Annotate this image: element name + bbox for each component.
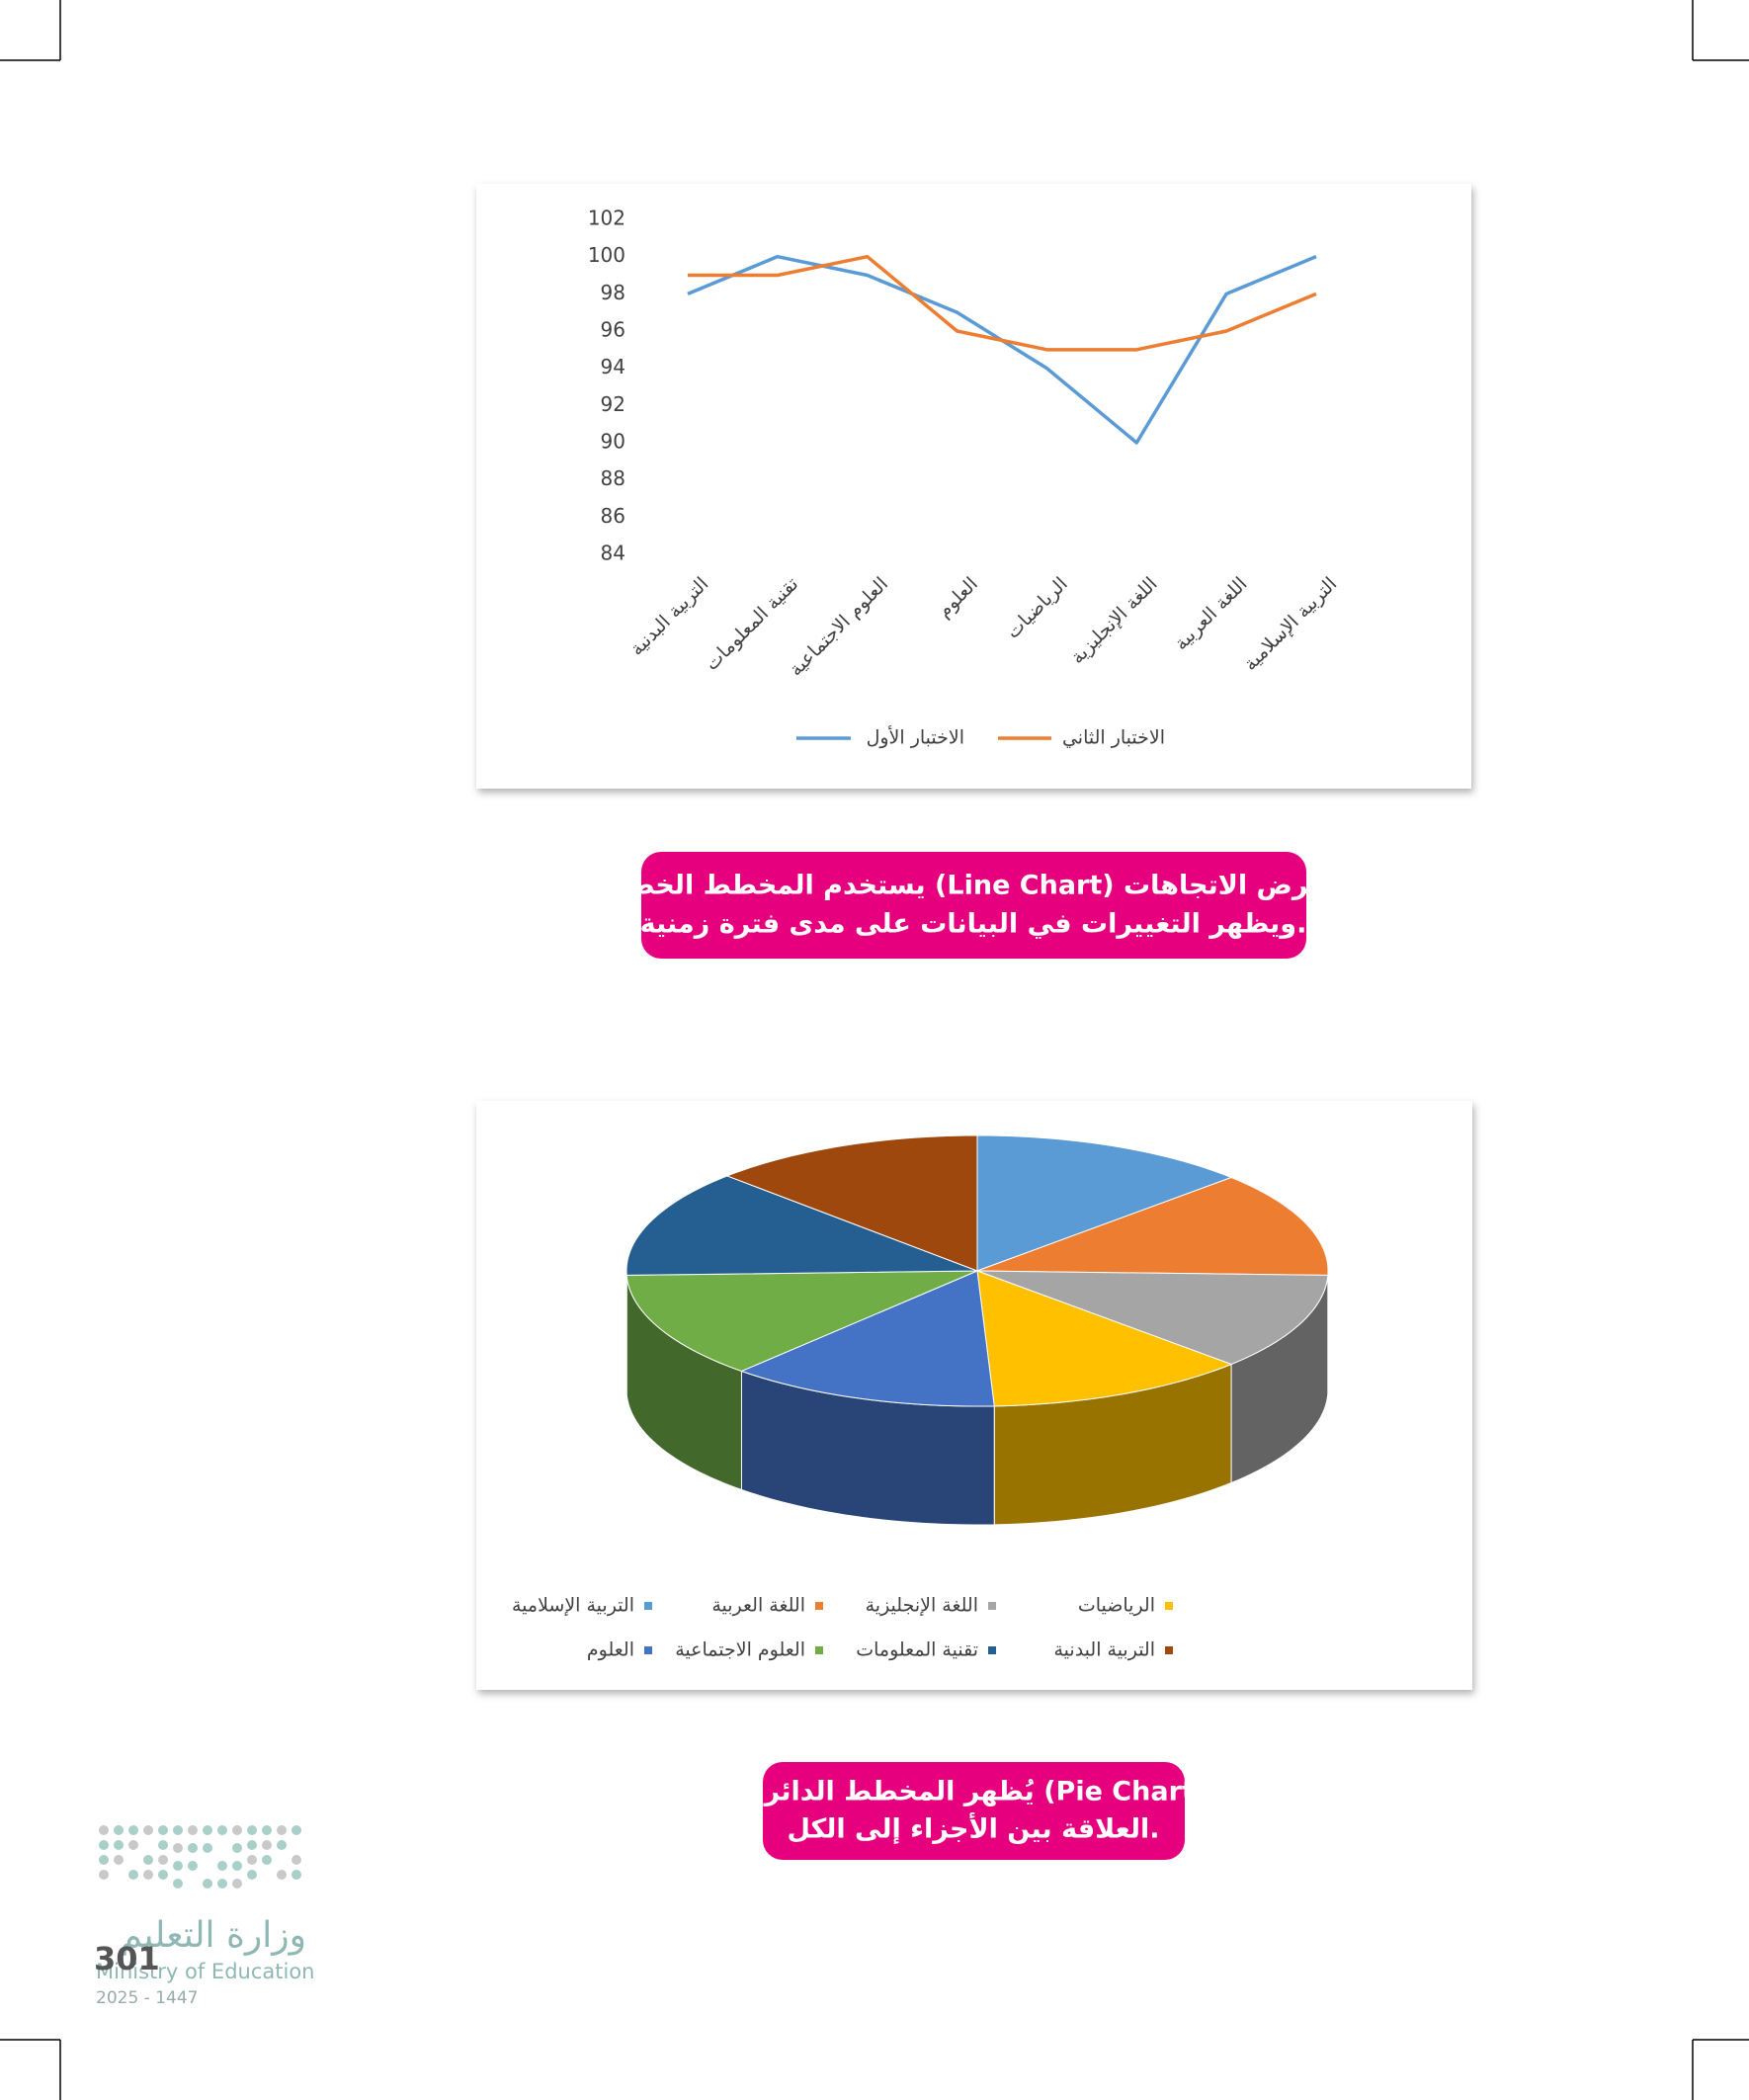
logo-dot [247, 1855, 257, 1865]
legend-swatch [644, 1602, 652, 1610]
logo-dot [232, 1861, 242, 1871]
logo-dot [262, 1825, 272, 1835]
legend-label: العلوم [587, 1639, 634, 1661]
logo-dot [158, 1855, 168, 1865]
legend-swatch [815, 1602, 823, 1610]
logo-dot [217, 1879, 227, 1889]
logo-dot [173, 1861, 183, 1871]
logo-dot [158, 1870, 168, 1880]
pie-slice [740, 1270, 995, 1407]
y-tick-label: 88 [601, 466, 625, 490]
logo-dot [128, 1825, 138, 1835]
logo-dot [128, 1870, 138, 1880]
legend-swatch [988, 1646, 996, 1654]
line-series [688, 254, 1317, 352]
logo-dot [128, 1840, 138, 1850]
logo-dot [188, 1861, 198, 1871]
logo-dot [247, 1840, 257, 1850]
legend-label: الاختبار الأول [867, 726, 964, 749]
logo-dot [173, 1825, 183, 1835]
ministry-logo [99, 1825, 301, 1889]
y-tick-label: 96 [601, 318, 625, 342]
logo-dot [188, 1843, 198, 1853]
logo-dot [277, 1840, 287, 1850]
logo-dot [99, 1855, 109, 1865]
logo-dot [247, 1825, 257, 1835]
logo-dot [217, 1825, 227, 1835]
pie-slice [625, 1270, 978, 1372]
ministry-name-en: Ministry of Education [96, 1960, 314, 1983]
y-tick-label: 98 [601, 281, 625, 304]
logo-dot [292, 1855, 301, 1865]
pie-slice [976, 1176, 1329, 1276]
logo-dot [232, 1879, 242, 1889]
logo-dot [158, 1825, 168, 1835]
legend-label: اللغة الإنجليزية [866, 1595, 978, 1617]
logo-dot [277, 1870, 287, 1880]
logo-dot [173, 1843, 183, 1853]
logo-dot [232, 1825, 242, 1835]
pie-slice [976, 1270, 1329, 1366]
logo-dot [143, 1870, 153, 1880]
logo-dot [173, 1879, 183, 1889]
y-tick-label: 92 [601, 392, 625, 416]
legend-swatch [1165, 1646, 1173, 1654]
logo-dot [292, 1870, 301, 1880]
logo-dot [247, 1870, 257, 1880]
legend-label: الاختبار الثاني [1062, 727, 1165, 749]
logo-dot [99, 1870, 109, 1880]
caption-line: يُظهر المخطط الدائري (Pie Chart) [740, 1777, 1207, 1807]
logo-dot [217, 1861, 227, 1871]
legend-label: الرياضيات [1078, 1595, 1155, 1617]
y-tick-label: 84 [601, 542, 625, 565]
pie-slice [976, 1270, 1233, 1407]
logo-dot [188, 1825, 198, 1835]
logo-dot [143, 1855, 153, 1865]
years: 2025 - 1447 [96, 1988, 198, 2008]
legend-swatch [815, 1646, 823, 1654]
caption-box [641, 852, 1306, 959]
pie-slice [976, 1134, 1233, 1272]
line-chart-frame [476, 184, 1471, 789]
pie-slice [725, 1134, 978, 1272]
page-number: 301 [94, 1940, 160, 1977]
logo-dot [232, 1843, 242, 1853]
caption-line: يستخدم المخطط الخطي (Line Chart) لعرض ال… [603, 871, 1345, 901]
logo-dot [114, 1840, 124, 1850]
legend-swatch [988, 1602, 996, 1610]
logo-dot [203, 1879, 212, 1889]
legend-swatch [644, 1646, 652, 1654]
y-tick-label: 86 [601, 504, 625, 528]
logo-dot [99, 1825, 109, 1835]
ministry-name-ar: وزارة التعليم [121, 1915, 306, 1956]
logo-dot [277, 1825, 287, 1835]
caption-box [763, 1762, 1185, 1860]
pie-slice [625, 1175, 978, 1276]
logo-dot [203, 1825, 212, 1835]
logo-dot [262, 1855, 272, 1865]
logo-dot [262, 1840, 272, 1850]
y-tick-label: 94 [601, 355, 625, 378]
logo-dot [158, 1840, 168, 1850]
legend-label: العلوم الاجتماعية [675, 1639, 805, 1661]
logo-dot [203, 1843, 212, 1853]
caption-line: العلاقة بين الأجزاء إلى الكل. [787, 1812, 1159, 1845]
legend-swatch [1165, 1602, 1173, 1610]
logo-dot [143, 1825, 153, 1835]
logo-dot [99, 1840, 109, 1850]
y-tick-label: 102 [588, 207, 625, 230]
logo-dot [292, 1825, 301, 1835]
legend-label: التربية البدنية [1053, 1639, 1155, 1661]
legend-label: اللغة العربية [711, 1595, 805, 1617]
legend-label: التربية الإسلامية [512, 1595, 634, 1617]
caption-line: ويظهر التغييرات في البيانات على مدى فترة… [640, 909, 1307, 940]
y-tick-label: 90 [601, 430, 625, 454]
y-tick-label: 100 [588, 243, 625, 267]
logo-dot [114, 1825, 124, 1835]
legend-label: تقنية المعلومات [856, 1639, 978, 1661]
logo-dot [114, 1855, 124, 1865]
